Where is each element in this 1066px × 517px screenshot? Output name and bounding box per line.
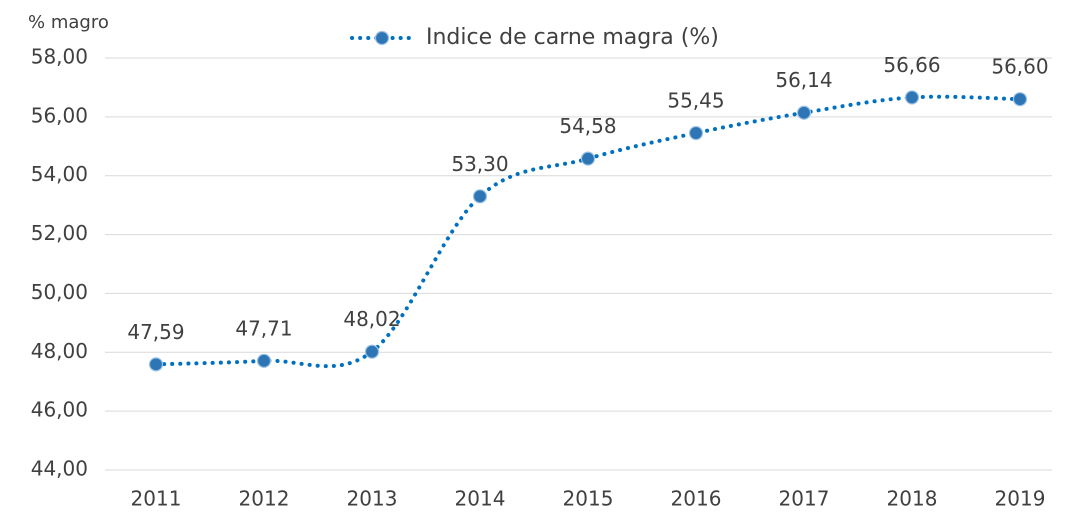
marker <box>688 125 704 141</box>
data-label: 56,66 <box>883 53 940 77</box>
x-tick-label: 2012 <box>239 487 290 511</box>
y-tick-label: 58,00 <box>31 45 88 69</box>
data-label: 56,60 <box>991 55 1048 79</box>
y-tick-label: 50,00 <box>31 280 88 304</box>
data-label: 56,14 <box>775 68 832 92</box>
marker <box>148 357 164 372</box>
y-axis-label: % magro <box>28 12 109 33</box>
x-tick-label: 2015 <box>563 487 614 511</box>
y-tick-label: 56,00 <box>31 103 88 127</box>
legend-marker <box>374 30 390 46</box>
y-tick-label: 54,00 <box>31 162 88 186</box>
data-label: 47,59 <box>127 320 184 344</box>
x-tick-label: 2016 <box>671 487 722 511</box>
marker <box>472 189 488 204</box>
y-tick-label: 52,00 <box>31 221 88 245</box>
marker <box>364 344 380 359</box>
data-label: 54,58 <box>559 114 616 138</box>
marker <box>904 90 920 105</box>
line <box>154 94 1022 369</box>
x-tick-label: 2017 <box>779 487 830 511</box>
marker <box>796 105 812 120</box>
y-tick-label: 46,00 <box>31 398 88 422</box>
x-tick-label: 2018 <box>887 487 938 511</box>
x-tick-label: 2013 <box>347 487 398 511</box>
x-tick-label: 2011 <box>131 487 182 511</box>
legend-label: Indice de carne magra (%) <box>426 25 719 50</box>
marker <box>1012 92 1028 107</box>
x-tick-label: 2019 <box>995 487 1046 511</box>
data-label: 47,71 <box>235 316 292 340</box>
data-label: 48,02 <box>343 307 400 331</box>
x-tick-label: 2014 <box>455 487 506 511</box>
data-label: 55,45 <box>667 89 724 113</box>
data-label: 53,30 <box>451 152 508 176</box>
marker <box>256 353 272 368</box>
marker <box>580 151 596 166</box>
y-tick-label: 44,00 <box>31 457 88 481</box>
y-tick-label: 48,00 <box>31 339 88 363</box>
